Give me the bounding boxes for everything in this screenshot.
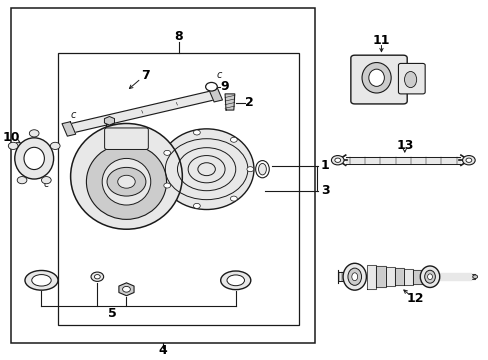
Text: c: c [216,70,221,80]
Ellipse shape [159,129,253,210]
Circle shape [41,176,51,184]
Text: 1: 1 [320,159,329,172]
Text: 8: 8 [174,30,183,43]
Polygon shape [337,272,351,282]
Polygon shape [224,94,234,110]
Ellipse shape [25,270,58,290]
Text: 12: 12 [406,292,423,305]
Bar [59,53,298,325]
Bar [11,8,314,343]
Text: 2: 2 [245,96,254,109]
Ellipse shape [226,275,244,286]
Polygon shape [105,124,113,144]
Polygon shape [208,87,222,102]
Ellipse shape [420,266,439,288]
Ellipse shape [24,147,44,170]
Ellipse shape [32,275,51,286]
Circle shape [17,176,27,184]
Circle shape [29,130,39,137]
Text: 7: 7 [141,69,150,82]
Circle shape [8,142,18,149]
Polygon shape [412,270,422,284]
Ellipse shape [424,270,434,283]
Polygon shape [394,268,403,285]
Circle shape [331,156,344,165]
Circle shape [91,272,103,282]
Polygon shape [366,265,375,289]
Circle shape [193,130,200,135]
Ellipse shape [15,138,54,179]
Circle shape [230,196,237,201]
Text: c: c [70,111,76,120]
Circle shape [118,175,135,188]
FancyBboxPatch shape [398,63,424,94]
Text: 6: 6 [129,123,137,136]
Ellipse shape [347,268,361,285]
Circle shape [246,167,253,172]
Ellipse shape [404,72,416,87]
Circle shape [205,82,217,91]
Polygon shape [385,267,394,286]
Ellipse shape [255,161,269,178]
Ellipse shape [70,123,182,229]
Text: 9: 9 [220,80,228,93]
Circle shape [122,287,130,292]
Polygon shape [375,266,385,288]
Polygon shape [346,157,459,164]
Text: 4: 4 [159,345,167,357]
Text: 13: 13 [395,139,413,152]
Ellipse shape [86,144,166,219]
Text: 11: 11 [372,33,389,47]
Circle shape [193,203,200,208]
Ellipse shape [368,69,384,86]
Text: 5: 5 [107,307,116,320]
Text: c: c [43,179,49,189]
Circle shape [163,183,170,188]
Polygon shape [470,274,474,279]
Circle shape [107,167,145,196]
Circle shape [230,137,237,142]
Circle shape [334,158,340,162]
Text: 10: 10 [2,131,20,144]
Polygon shape [439,273,470,280]
FancyBboxPatch shape [104,128,148,149]
Circle shape [465,158,471,162]
Ellipse shape [102,158,150,205]
FancyBboxPatch shape [350,55,407,104]
Ellipse shape [351,273,357,281]
Polygon shape [71,91,213,132]
Polygon shape [403,269,412,285]
Circle shape [50,142,60,149]
Circle shape [462,156,474,165]
Ellipse shape [220,271,250,290]
Ellipse shape [343,263,366,290]
Ellipse shape [258,163,266,175]
Circle shape [94,275,100,279]
Polygon shape [62,122,76,136]
Circle shape [472,275,477,279]
Circle shape [163,150,170,156]
Ellipse shape [427,274,431,280]
Text: 3: 3 [320,184,329,197]
Ellipse shape [361,63,390,93]
